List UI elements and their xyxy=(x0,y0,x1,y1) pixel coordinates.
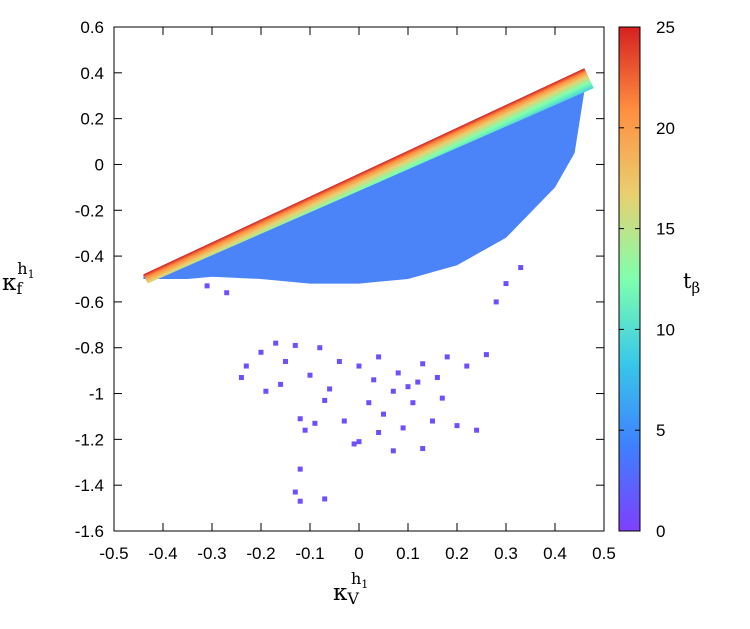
scatter-point xyxy=(351,441,357,447)
scatter-point xyxy=(297,416,303,422)
scatter-point xyxy=(283,358,288,364)
scatter-point xyxy=(415,379,421,385)
y-axis-label: κfh1 xyxy=(2,259,35,298)
scatter-point xyxy=(381,411,386,417)
scatter-edge-band xyxy=(143,68,594,284)
scatter-point xyxy=(371,377,377,383)
y-tick-label: -0.8 xyxy=(75,339,104,358)
scatter-point xyxy=(366,400,372,406)
scatter-point xyxy=(341,418,347,424)
x-tick-label: -0.3 xyxy=(197,544,226,563)
y-tick-label: -1.2 xyxy=(75,430,104,449)
plot-area xyxy=(143,68,594,504)
scatter-point xyxy=(410,400,416,406)
y-tick-label: -0.4 xyxy=(75,247,104,266)
scatter-point xyxy=(483,352,489,358)
scatter-point xyxy=(263,388,269,394)
scatter-point xyxy=(454,423,460,429)
y-tick-label: 0 xyxy=(95,155,104,174)
scatter-point xyxy=(430,418,435,424)
scatter-point xyxy=(273,340,279,346)
x-tick-label: 0.5 xyxy=(592,544,616,563)
colorbar-tick-label: 20 xyxy=(656,119,675,138)
scatter-point xyxy=(503,281,509,287)
scatter-point xyxy=(356,439,362,445)
scatter-points xyxy=(204,265,524,504)
scatter-point xyxy=(312,420,318,426)
scatter-point xyxy=(390,388,396,394)
scatter-point xyxy=(317,345,323,351)
scatter-point xyxy=(439,395,445,401)
scatter-point xyxy=(243,363,249,369)
y-tick-label: -1.6 xyxy=(75,522,104,541)
x-tick-label: 0.2 xyxy=(445,544,469,563)
scatter-point xyxy=(258,349,264,355)
scatter-point xyxy=(292,489,298,495)
scatter-point xyxy=(322,397,328,403)
scatter-point xyxy=(238,375,244,381)
scatter-point xyxy=(292,342,298,348)
scatter-point xyxy=(420,446,426,452)
scatter-point xyxy=(297,498,303,504)
scatter-point xyxy=(297,466,303,472)
colorbar-tick-label: 10 xyxy=(656,320,675,339)
x-tick-label: -0.4 xyxy=(148,544,177,563)
scatter-point xyxy=(464,363,470,369)
y-tick-label: -1 xyxy=(89,385,104,404)
colorbar-ticks: 0 5 10 15 20 25 xyxy=(619,18,675,541)
y-tick-label: 0.6 xyxy=(80,18,104,37)
colorbar-label: tβ xyxy=(683,269,700,297)
scatter-point xyxy=(278,381,284,387)
scatter-point xyxy=(493,299,499,305)
colorbar-tick-label: 25 xyxy=(656,18,675,37)
scatter-point xyxy=(336,358,342,364)
x-tick-label: 0 xyxy=(354,544,363,563)
scatter-point xyxy=(302,427,308,433)
colorbar-tick-label: 15 xyxy=(656,220,675,239)
colorbar-tick-label: 5 xyxy=(656,421,665,440)
scatter-point xyxy=(327,386,333,392)
scatter-point xyxy=(395,370,401,376)
scatter-point xyxy=(376,429,382,435)
scatter-point xyxy=(322,496,328,502)
y-tick-label: -1.4 xyxy=(75,476,104,495)
y-axis: -1.6 -1.4 -1.2 -1 -0.8 -0.6 -0.4 -0.2 0 0.2 0.4 0.6 xyxy=(75,18,604,541)
colorbar: 0 5 10 15 20 25 tβ xyxy=(618,18,700,541)
x-axis-label: κVh1 xyxy=(333,569,368,608)
scatter-point xyxy=(356,363,362,369)
colorbar-tick-label: 0 xyxy=(656,522,665,541)
y-tick-label: -0.6 xyxy=(75,293,104,312)
y-tick-label: -0.2 xyxy=(75,201,104,220)
scatter-point xyxy=(400,425,406,431)
y-tick-label: 0.4 xyxy=(80,64,104,83)
scatter-point xyxy=(204,283,210,289)
scatter-point xyxy=(434,375,440,381)
scatter-point xyxy=(420,361,426,367)
x-tick-label: 0.3 xyxy=(494,544,518,563)
scatter-point xyxy=(474,427,480,433)
colorbar-gradient xyxy=(618,26,641,532)
scatter-point xyxy=(405,384,411,390)
scatter-point xyxy=(444,354,450,360)
x-tick-label: 0.4 xyxy=(543,544,567,563)
x-axis: -0.5 -0.4 -0.3 -0.2 -0.1 0 0.1 0.2 0.3 0.4 0.5 xyxy=(99,27,616,563)
x-tick-label: -0.2 xyxy=(246,544,275,563)
x-tick-label: -0.5 xyxy=(99,544,128,563)
scatter-point xyxy=(307,372,313,378)
scatter-point xyxy=(390,448,396,454)
scatter-point xyxy=(376,354,382,360)
scatter-point xyxy=(518,265,524,271)
x-tick-label: -0.1 xyxy=(295,544,324,563)
x-tick-label: 0.1 xyxy=(396,544,420,563)
scatter-point xyxy=(224,290,230,296)
y-tick-label: 0.2 xyxy=(80,110,104,129)
